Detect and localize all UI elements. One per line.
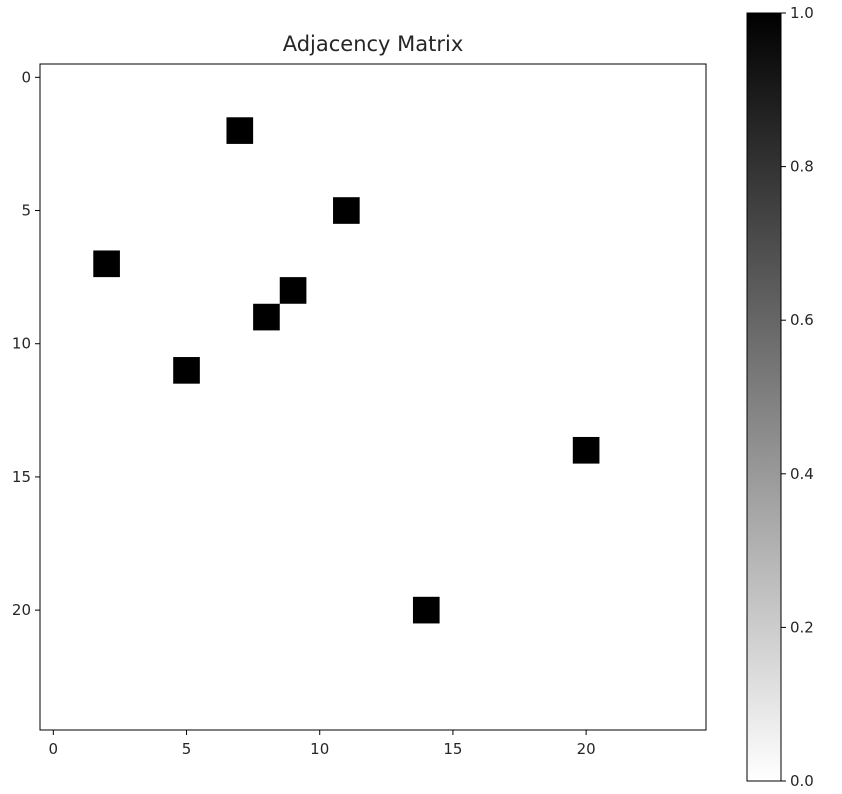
plot-area: 0 5 10 15 20 0 5 10 15 20	[12, 63, 707, 758]
matrix-cell-8-9	[279, 277, 307, 304]
x-axis: 0 5 10 15 20	[49, 730, 596, 758]
matrix-cell-2-7	[226, 117, 254, 144]
cells-layer	[93, 117, 600, 624]
x-tick-label-0: 0	[49, 740, 59, 758]
colorbar-tick-label-0.6: 0.6	[790, 311, 814, 329]
y-tick-label-5: 5	[21, 202, 31, 220]
plot-background	[40, 64, 706, 730]
chart-title: Adjacency Matrix	[283, 32, 464, 56]
x-tick-label-10: 10	[310, 740, 329, 758]
y-tick-label-10: 10	[12, 335, 31, 353]
colorbar-tick-label-0.2: 0.2	[790, 618, 814, 636]
y-tick-label-15: 15	[12, 468, 31, 486]
colorbar: 0.0 0.2 0.4 0.6 0.8 1.0	[746, 4, 814, 790]
x-tick-label-20: 20	[577, 740, 596, 758]
matrix-cell-14-20	[572, 436, 600, 464]
colorbar-tick-label-0.4: 0.4	[790, 465, 814, 483]
plot-frame	[39, 63, 707, 731]
y-tick-label-0: 0	[21, 68, 31, 86]
colorbar-tick-label-1.0: 1.0	[790, 4, 814, 22]
x-tick-label-15: 15	[443, 740, 462, 758]
matrix-cell-11-5	[173, 357, 200, 384]
colorbar-gradient	[746, 12, 782, 782]
colorbar-ticks: 0.0 0.2 0.4 0.6 0.8 1.0	[781, 4, 814, 790]
matrix-cell-5-11	[333, 197, 360, 224]
y-tick-label-20: 20	[12, 601, 31, 619]
matrix-cell-7-2	[93, 250, 120, 278]
x-tick-label-5: 5	[182, 740, 192, 758]
matrix-cell-20-14	[412, 596, 440, 624]
y-axis: 0 5 10 15 20	[12, 68, 40, 619]
colorbar-tick-label-0.8: 0.8	[790, 158, 814, 176]
colorbar-tick-label-0.0: 0.0	[790, 772, 814, 790]
matrix-cell-9-8	[253, 303, 280, 331]
